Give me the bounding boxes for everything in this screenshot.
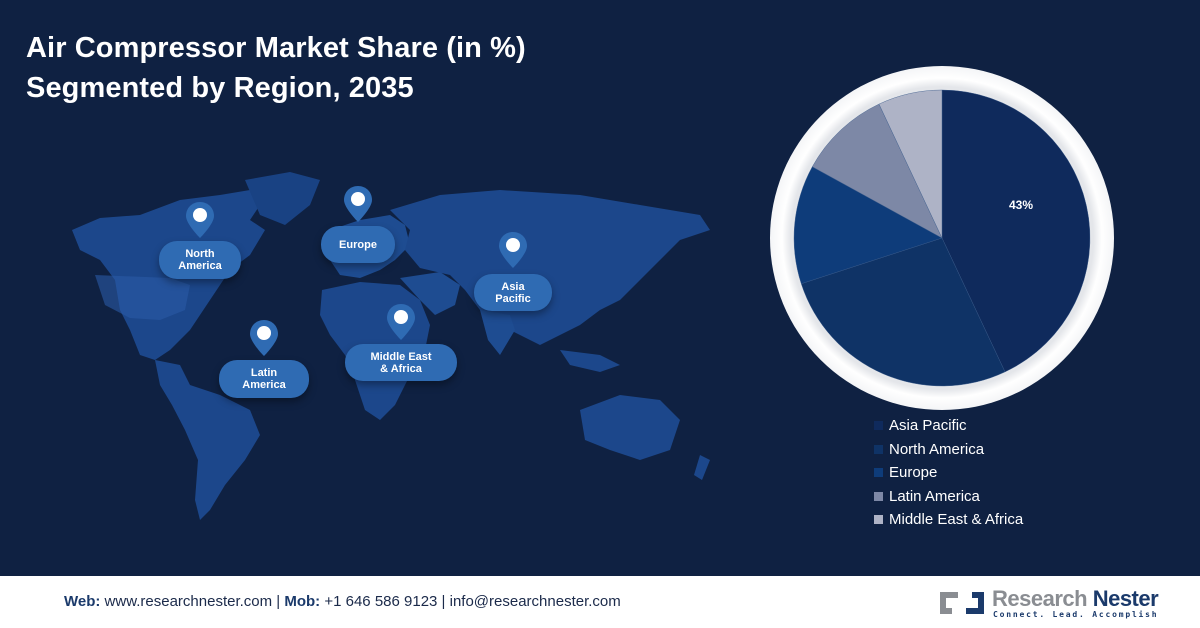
- pie-slice-europe: [793, 166, 943, 284]
- footer: Web: www.researchnester.com | Mob: +1 64…: [0, 576, 1200, 628]
- location-pin-icon: [387, 304, 415, 340]
- chart-legend: Asia Pacific North America Europe Latin …: [872, 414, 1023, 532]
- legend-label: Middle East & Africa: [889, 511, 1024, 529]
- infographic-panel: Air Compressor Market Share (in %) Segme…: [26, 28, 1119, 532]
- legend-swatch: [874, 491, 883, 501]
- legend-item-north-america: North America: [872, 438, 1023, 462]
- location-pin-icon: [186, 202, 214, 238]
- logo-mark-icon: [940, 592, 984, 614]
- legend-item-asia-pacific: Asia Pacific: [872, 414, 1023, 438]
- pie-slice-asia-pacific: [941, 89, 1091, 373]
- legend-swatch: [874, 468, 883, 478]
- location-pin-icon: [499, 232, 527, 268]
- region-label-middle-east-africa: Middle East & Africa: [345, 344, 457, 381]
- region-label-asia-pacific: Asia Pacific: [474, 274, 552, 311]
- title-line-2: Segmented by Region, 2035: [26, 72, 414, 104]
- phone-email[interactable]: +1 646 586 9123 | info@researchnester.co…: [320, 593, 621, 610]
- slice-label-asia-pacific: 43%: [1009, 198, 1033, 212]
- pie-slice-latin-america: [812, 103, 943, 239]
- legend-swatch: [874, 444, 883, 454]
- legend-label: North America: [889, 440, 985, 458]
- location-pin-icon: [250, 320, 278, 356]
- legend-item-middle-east-africa: Middle East & Africa: [872, 508, 1023, 532]
- legend-label: Latin America: [889, 487, 980, 505]
- location-pin-icon: [344, 186, 372, 222]
- web-label: Web:: [64, 593, 101, 610]
- research-nester-logo[interactable]: Research Nester Connect. Lead. Accomplis…: [936, 586, 1176, 620]
- web-link[interactable]: www.researchnester.com |: [100, 593, 285, 610]
- legend-swatch: [874, 515, 883, 525]
- legend-item-europe: Europe: [872, 461, 1023, 485]
- title-line-1: Air Compressor Market Share (in %): [26, 32, 526, 64]
- region-label-north-america: North America: [159, 241, 241, 279]
- logo-wordmark: Research Nester: [992, 586, 1159, 611]
- contact-info: Web: www.researchnester.com | Mob: +1 64…: [64, 593, 621, 610]
- logo-tagline: Connect. Lead. Accomplish: [993, 610, 1159, 619]
- legend-label: Europe: [889, 464, 938, 482]
- region-label-europe: Europe: [321, 226, 395, 263]
- legend-item-latin-america: Latin America: [872, 485, 1023, 509]
- pie-slice-middle-east-africa: [878, 89, 943, 239]
- pie-slice-north-america: [800, 237, 1006, 387]
- legend-swatch: [874, 421, 883, 431]
- legend-label: Asia Pacific: [889, 417, 967, 435]
- mob-label: Mob:: [284, 593, 321, 610]
- region-label-latin-america: Latin America: [219, 360, 309, 398]
- pie-chart: 43%: [765, 62, 1119, 416]
- pie-slices: [793, 89, 1091, 387]
- chart-title: Air Compressor Market Share (in %) Segme…: [26, 28, 526, 108]
